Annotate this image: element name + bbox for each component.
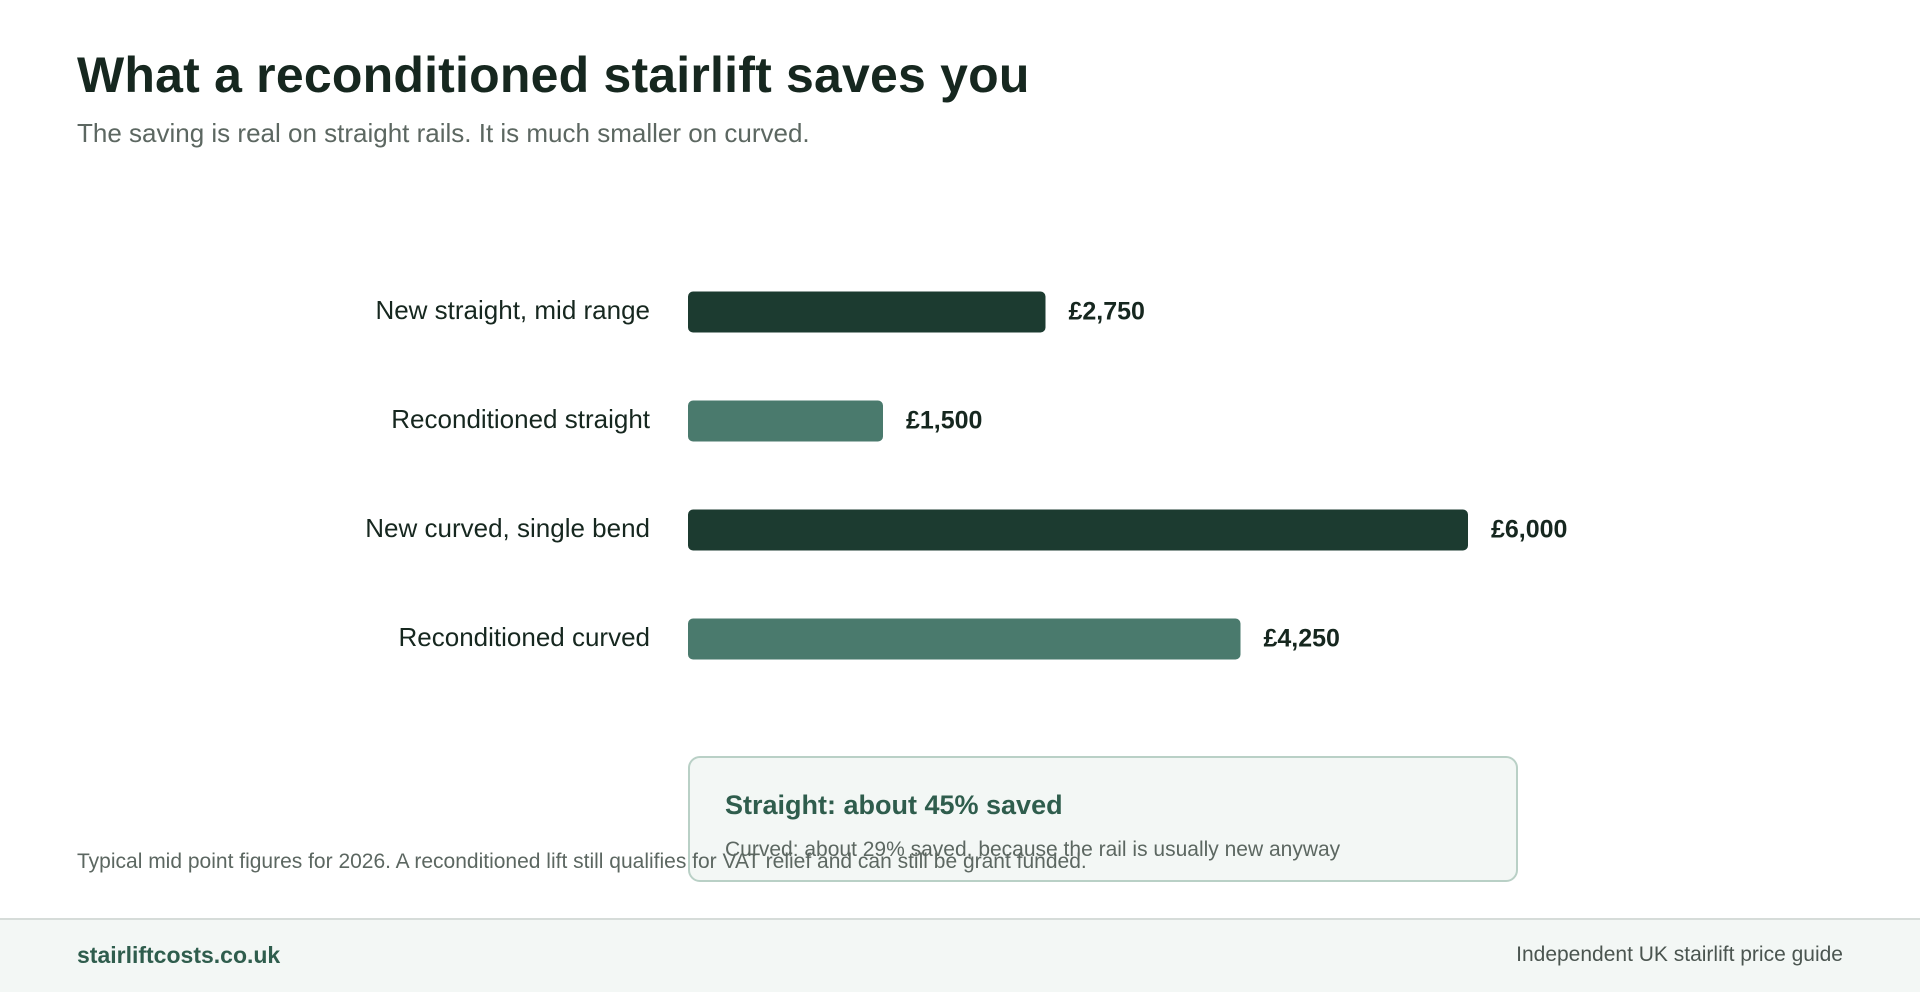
page-title: What a reconditioned stairlift saves you <box>77 47 1030 103</box>
page-subtitle: The saving is real on straight rails. It… <box>77 118 810 148</box>
category-label: New curved, single bend <box>365 513 650 543</box>
category-label: Reconditioned straight <box>391 404 650 434</box>
value-label: £1,500 <box>906 407 982 435</box>
value-label: £4,250 <box>1264 625 1340 653</box>
bar <box>688 618 1241 660</box>
bar <box>688 400 883 442</box>
footer: stairliftcosts.co.uk Independent UK stai… <box>0 918 1920 992</box>
callout-detail: Curved: about 29% saved, because the rai… <box>725 838 1341 861</box>
category-label: Reconditioned curved <box>399 622 651 652</box>
value-label: £6,000 <box>1491 516 1567 544</box>
savings-callout: Straight: about 45% saved Curved: about … <box>688 756 1518 882</box>
value-label: £2,750 <box>1069 298 1145 326</box>
category-label: New straight, mid range <box>375 295 650 325</box>
footnote: Typical mid point figures for 2026. A re… <box>77 850 1087 873</box>
bar-chart: New straight, mid range £2,750 Recondition… <box>365 291 1567 660</box>
footer-brand: stairliftcosts.co.uk <box>77 942 281 968</box>
bar <box>688 291 1046 333</box>
callout-headline: Straight: about 45% saved <box>725 790 1063 820</box>
bar <box>688 509 1468 551</box>
footer-tagline: Independent UK stairlift price guide <box>1516 943 1843 966</box>
